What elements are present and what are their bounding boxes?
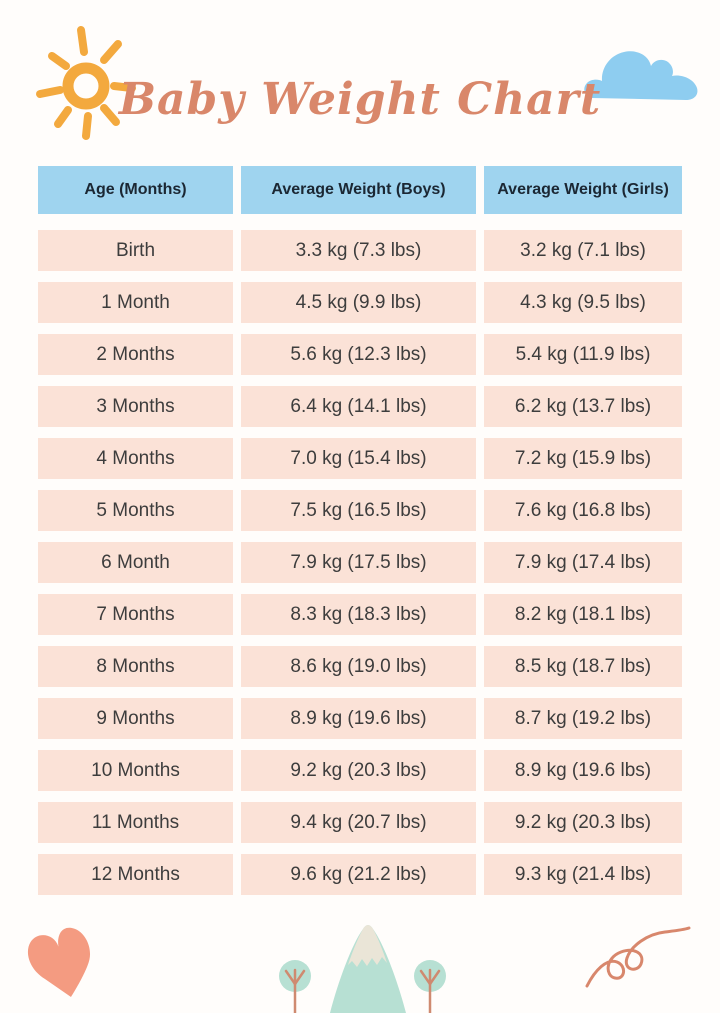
weight-table: Age (Months) Average Weight (Boys) Avera… [38, 166, 682, 895]
girls-weight-cell: 5.4 kg (11.9 lbs) [484, 334, 682, 375]
boys-weight-cell: 6.4 kg (14.1 lbs) [241, 386, 476, 427]
table-body: Birth 3.3 kg (7.3 lbs) 3.2 kg (7.1 lbs) … [38, 230, 682, 895]
boys-weight-cell: 9.4 kg (20.7 lbs) [241, 802, 476, 843]
age-cell: 10 Months [38, 750, 233, 791]
boys-weight-cell: 9.6 kg (21.2 lbs) [241, 854, 476, 895]
mountain-icon [330, 925, 406, 1013]
girls-weight-cell: 7.6 kg (16.8 lbs) [484, 490, 682, 531]
age-cell: 3 Months [38, 386, 233, 427]
tree-icon [279, 960, 311, 1013]
boys-weight-cell: 5.6 kg (12.3 lbs) [241, 334, 476, 375]
age-cell: 2 Months [38, 334, 233, 375]
heart-icon [27, 927, 91, 998]
squiggle-icon [585, 926, 691, 988]
age-cell: 9 Months [38, 698, 233, 739]
boys-weight-cell: 3.3 kg (7.3 lbs) [241, 230, 476, 271]
table-header-row: Age (Months) Average Weight (Boys) Avera… [38, 166, 682, 214]
boys-weight-cell: 8.9 kg (19.6 lbs) [241, 698, 476, 739]
girls-weight-cell: 6.2 kg (13.7 lbs) [484, 386, 682, 427]
girls-weight-cell: 8.5 kg (18.7 lbs) [484, 646, 682, 687]
boys-weight-cell: 7.5 kg (16.5 lbs) [241, 490, 476, 531]
boys-weight-cell: 8.6 kg (19.0 lbs) [241, 646, 476, 687]
boys-weight-cell: 9.2 kg (20.3 lbs) [241, 750, 476, 791]
boys-weight-cell: 7.0 kg (15.4 lbs) [241, 438, 476, 479]
boys-weight-cell: 4.5 kg (9.9 lbs) [241, 282, 476, 323]
girls-weight-cell: 8.2 kg (18.1 lbs) [484, 594, 682, 635]
tree-icon [414, 960, 446, 1013]
age-cell: 5 Months [38, 490, 233, 531]
age-cell: 7 Months [38, 594, 233, 635]
age-cell: 1 Month [38, 282, 233, 323]
age-cell: 4 Months [38, 438, 233, 479]
girls-weight-cell: 8.9 kg (19.6 lbs) [484, 750, 682, 791]
sun-icon [36, 26, 136, 140]
mountain-and-trees-icon [279, 925, 446, 1013]
girls-weight-cell: 7.2 kg (15.9 lbs) [484, 438, 682, 479]
age-cell: 12 Months [38, 854, 233, 895]
cloud-icon [584, 51, 698, 100]
girls-weight-cell: 9.2 kg (20.3 lbs) [484, 802, 682, 843]
boys-weight-cell: 8.3 kg (18.3 lbs) [241, 594, 476, 635]
age-cell: 6 Month [38, 542, 233, 583]
column-header-age: Age (Months) [38, 166, 233, 214]
page-title: Baby Weight Chart [118, 74, 602, 125]
age-cell: Birth [38, 230, 233, 271]
age-cell: 8 Months [38, 646, 233, 687]
girls-weight-cell: 8.7 kg (19.2 lbs) [484, 698, 682, 739]
boys-weight-cell: 7.9 kg (17.5 lbs) [241, 542, 476, 583]
girls-weight-cell: 7.9 kg (17.4 lbs) [484, 542, 682, 583]
column-header-girls: Average Weight (Girls) [484, 166, 682, 214]
girls-weight-cell: 9.3 kg (21.4 lbs) [484, 854, 682, 895]
age-cell: 11 Months [38, 802, 233, 843]
girls-weight-cell: 3.2 kg (7.1 lbs) [484, 230, 682, 271]
girls-weight-cell: 4.3 kg (9.5 lbs) [484, 282, 682, 323]
column-header-boys: Average Weight (Boys) [241, 166, 476, 214]
